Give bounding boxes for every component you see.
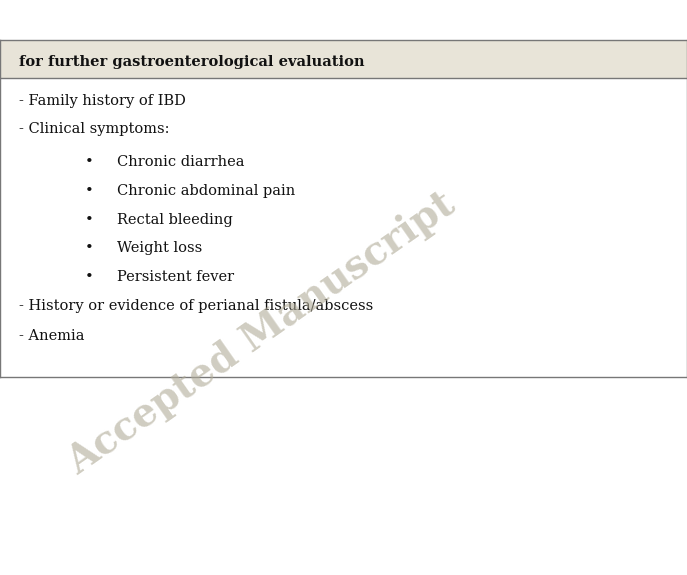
Text: for further gastroenterological evaluation: for further gastroenterological evaluati… [19, 55, 365, 69]
Text: •: • [85, 213, 93, 227]
Text: - Clinical symptoms:: - Clinical symptoms: [19, 122, 170, 136]
Text: •: • [85, 270, 93, 284]
Text: Chronic abdominal pain: Chronic abdominal pain [117, 184, 295, 198]
Text: •: • [85, 155, 93, 169]
FancyBboxPatch shape [0, 40, 687, 78]
Text: - Family history of IBD: - Family history of IBD [19, 94, 186, 108]
Text: - History or evidence of perianal fistula/abscess: - History or evidence of perianal fistul… [19, 299, 374, 313]
Text: Chronic diarrhea: Chronic diarrhea [117, 155, 245, 169]
Text: Accepted Manuscript: Accepted Manuscript [60, 185, 462, 482]
Text: Persistent fever: Persistent fever [117, 270, 234, 284]
Text: •: • [85, 184, 93, 198]
Text: - Anemia: - Anemia [19, 329, 85, 343]
Text: Rectal bleeding: Rectal bleeding [117, 213, 232, 227]
Text: Weight loss: Weight loss [117, 242, 202, 255]
Text: •: • [85, 242, 93, 255]
